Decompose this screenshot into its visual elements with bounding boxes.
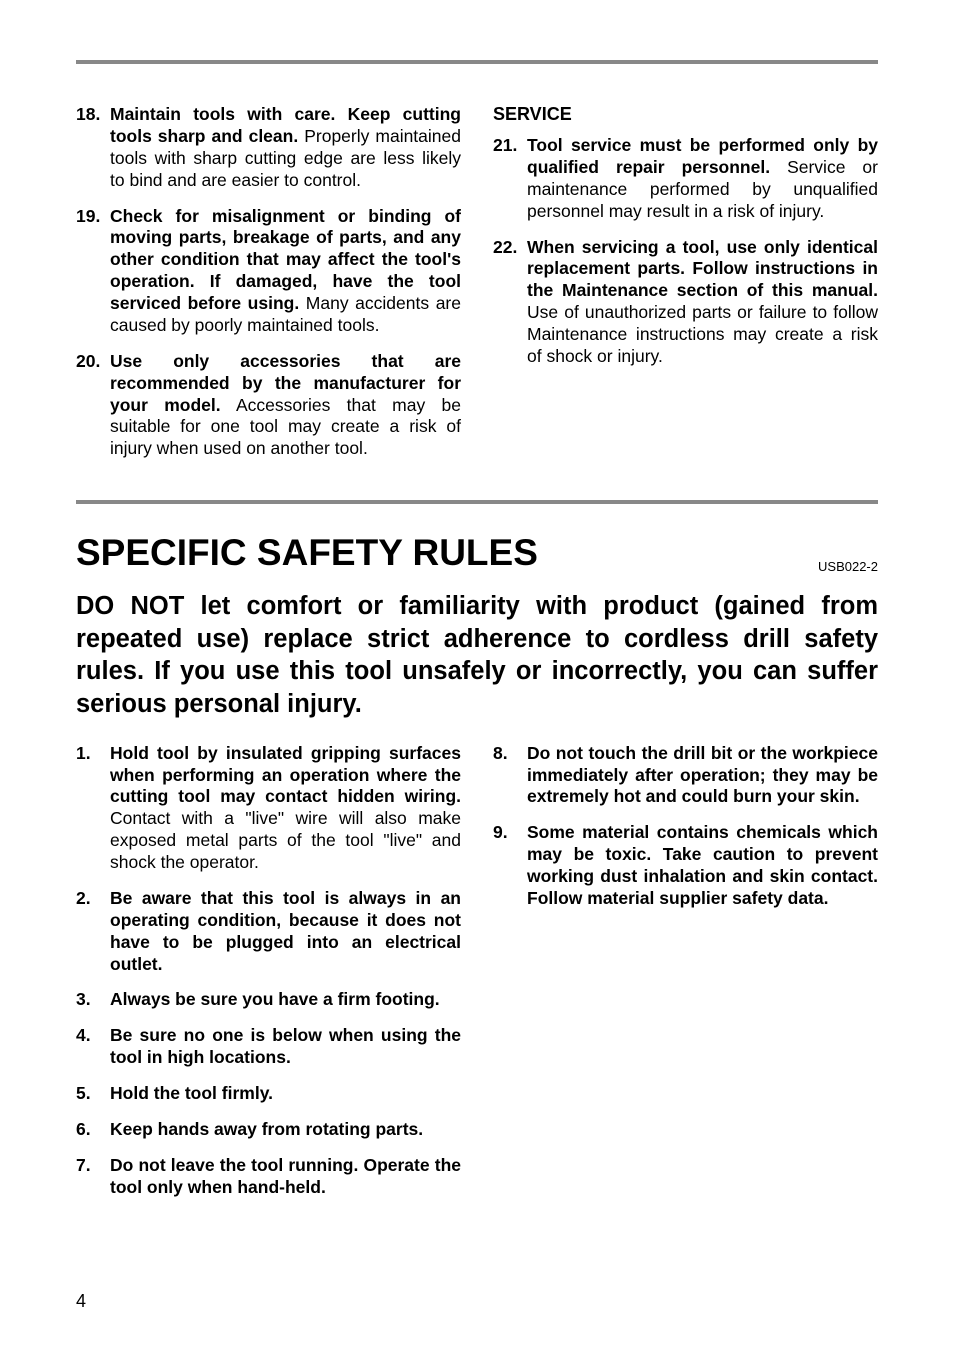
list-num: 6. <box>76 1119 110 1141</box>
list-item: 9. Some material contains chemicals whic… <box>493 822 878 910</box>
list-body: Always be sure you have a firm footing. <box>110 989 461 1011</box>
list-body: Hold the tool firmly. <box>110 1083 461 1105</box>
list-body: Hold tool by insulated gripping surfaces… <box>110 743 461 874</box>
list-item: 18. Maintain tools with care. Keep cutti… <box>76 104 461 192</box>
doc-code: USB022-2 <box>818 559 878 574</box>
list-num: 9. <box>493 822 527 910</box>
list-num: 20. <box>76 351 110 460</box>
list-body: Be sure no one is below when using the t… <box>110 1025 461 1069</box>
list-num: 22. <box>493 237 527 368</box>
list-item: 22. When servicing a tool, use only iden… <box>493 237 878 368</box>
mid-rule <box>76 500 878 504</box>
list-num: 7. <box>76 1155 110 1199</box>
list-num: 8. <box>493 743 527 809</box>
list-body: Check for misalignment or binding of mov… <box>110 206 461 337</box>
list-item: 4. Be sure no one is below when using th… <box>76 1025 461 1069</box>
list-item: 6. Keep hands away from rotating parts. <box>76 1119 461 1141</box>
list-body: Keep hands away from rotating parts. <box>110 1119 461 1141</box>
list-body: Tool service must be performed only by q… <box>527 135 878 223</box>
top-list-columns: 18. Maintain tools with care. Keep cutti… <box>76 104 878 460</box>
list-item: 5. Hold the tool firmly. <box>76 1083 461 1105</box>
list-num: 18. <box>76 104 110 192</box>
page-number: 4 <box>76 1291 86 1312</box>
list-body: When servicing a tool, use only identica… <box>527 237 878 368</box>
list-body: Maintain tools with care. Keep cutting t… <box>110 104 461 192</box>
bottom-right-col: 8. Do not touch the drill bit or the wor… <box>493 743 878 1213</box>
list-num: 1. <box>76 743 110 874</box>
bottom-left-col: 1. Hold tool by insulated gripping surfa… <box>76 743 461 1213</box>
list-item: 7. Do not leave the tool running. Operat… <box>76 1155 461 1199</box>
list-body: Some material contains chemicals which m… <box>527 822 878 910</box>
list-num: 4. <box>76 1025 110 1069</box>
top-rule <box>76 60 878 64</box>
list-body: Do not touch the drill bit or the workpi… <box>527 743 878 809</box>
list-item: 2. Be aware that this tool is always in … <box>76 888 461 976</box>
list-body: Be aware that this tool is always in an … <box>110 888 461 976</box>
bottom-list-columns: 1. Hold tool by insulated gripping surfa… <box>76 743 878 1213</box>
list-item: 8. Do not touch the drill bit or the wor… <box>493 743 878 809</box>
list-item: 3. Always be sure you have a firm footin… <box>76 989 461 1011</box>
list-body: Do not leave the tool running. Operate t… <box>110 1155 461 1199</box>
section-intro: DO NOT let comfort or familiarity with p… <box>76 590 878 721</box>
list-num: 2. <box>76 888 110 976</box>
list-item: 1. Hold tool by insulated gripping surfa… <box>76 743 461 874</box>
page: 18. Maintain tools with care. Keep cutti… <box>0 0 954 1352</box>
list-num: 5. <box>76 1083 110 1105</box>
list-item: 19. Check for misalignment or binding of… <box>76 206 461 337</box>
list-body: Use only accessories that are recommende… <box>110 351 461 460</box>
list-num: 19. <box>76 206 110 337</box>
list-item: 21. Tool service must be performed only … <box>493 135 878 223</box>
list-num: 21. <box>493 135 527 223</box>
list-item: 20. Use only accessories that are recomm… <box>76 351 461 460</box>
section-title-row: SPECIFIC SAFETY RULES USB022-2 <box>76 532 878 574</box>
section-title: SPECIFIC SAFETY RULES <box>76 532 538 574</box>
service-subhead: SERVICE <box>493 104 878 125</box>
list-num: 3. <box>76 989 110 1011</box>
